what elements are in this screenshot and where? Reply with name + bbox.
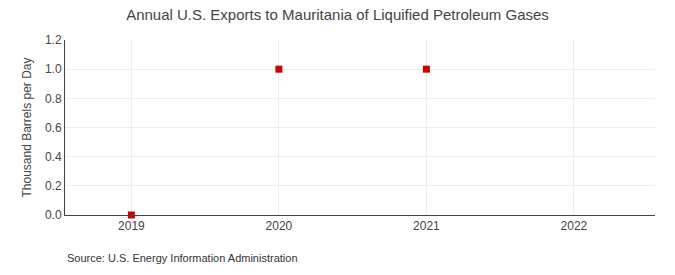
svg-text:1.2: 1.2 [45, 33, 62, 47]
svg-text:0.6: 0.6 [45, 121, 62, 135]
svg-text:0.0: 0.0 [45, 208, 62, 222]
svg-text:0.4: 0.4 [45, 150, 62, 164]
svg-text:0.2: 0.2 [45, 179, 62, 193]
svg-text:2021: 2021 [413, 219, 440, 233]
svg-text:Thousand Barrels per Day: Thousand Barrels per Day [20, 57, 34, 197]
svg-text:2020: 2020 [266, 219, 293, 233]
svg-text:1.0: 1.0 [45, 62, 62, 76]
svg-text:Source: U.S. Energy Informatio: Source: U.S. Energy Information Administ… [67, 252, 298, 264]
svg-text:Annual U.S. Exports to Maurita: Annual U.S. Exports to Mauritania of Liq… [126, 6, 549, 23]
svg-text:2022: 2022 [561, 219, 588, 233]
svg-text:0.8: 0.8 [45, 92, 62, 106]
svg-text:2019: 2019 [118, 219, 145, 233]
